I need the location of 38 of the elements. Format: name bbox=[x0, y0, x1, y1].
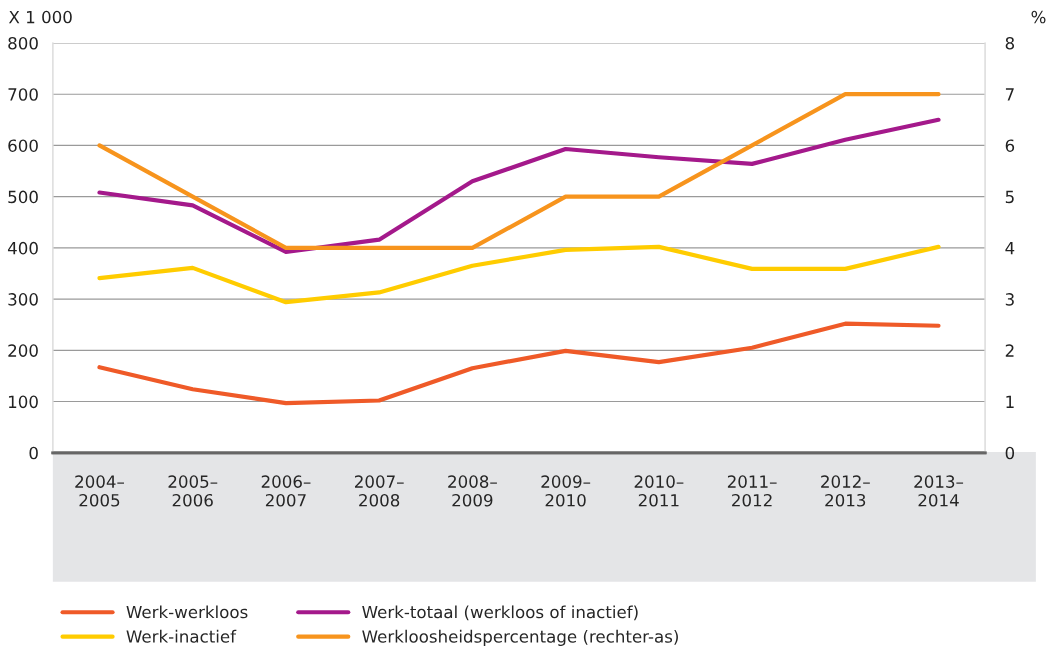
y-tick-label: 500 bbox=[8, 190, 38, 204]
y-tick-label: 600 bbox=[8, 139, 38, 152]
y-tick-label: 300 bbox=[8, 293, 38, 306]
x-tick-label: 2013– 2014 bbox=[914, 475, 964, 507]
legend-label: Werkloosheidspercentage (rechter-as) bbox=[362, 629, 678, 646]
y2-tick-label: 5 bbox=[1005, 190, 1014, 204]
y-tick-label: 100 bbox=[8, 395, 38, 409]
y-axis-title: X 1 000 bbox=[8, 10, 72, 24]
x-tick-label: 2007– 2008 bbox=[354, 475, 404, 507]
y2-tick-label: 8 bbox=[1005, 36, 1015, 50]
x-tick-label: 2012– 2013 bbox=[821, 475, 870, 507]
y-tick-label: 200 bbox=[8, 344, 38, 357]
x-tick-label: 2005– 2006 bbox=[168, 475, 218, 507]
line-series bbox=[97, 117, 941, 255]
x-tick-label: 2010– 2011 bbox=[634, 475, 684, 507]
y-tick-label: 400 bbox=[7, 241, 38, 255]
y2-tick-label: 3 bbox=[1005, 293, 1014, 306]
line-series bbox=[97, 92, 941, 250]
y2-tick-label: 2 bbox=[1005, 344, 1014, 357]
y2-tick-label: 4 bbox=[1005, 242, 1015, 255]
x-tick-label: 2006– 2007 bbox=[261, 475, 311, 507]
y2-tick-label: 1 bbox=[1006, 395, 1014, 408]
y2-tick-label: 7 bbox=[1005, 88, 1014, 101]
x-tick-label: 2009– 2010 bbox=[541, 475, 591, 507]
y2-tick-label: 0 bbox=[1005, 446, 1015, 460]
x-tick-label: 2004– 2005 bbox=[75, 475, 125, 507]
x-tick-label: 2011– 2012 bbox=[727, 475, 777, 507]
y-tick-label: 800 bbox=[8, 36, 38, 50]
y-tick-label: 700 bbox=[8, 88, 38, 101]
y2-tick-label: 6 bbox=[1005, 139, 1015, 152]
legend-label: Werk-inactief bbox=[126, 629, 237, 643]
legend-label: Werk-totaal (werkloos of inactief) bbox=[362, 605, 638, 621]
y-tick-label: 0 bbox=[29, 446, 38, 460]
line-series bbox=[97, 244, 941, 305]
legend-label: Werk-werkloos bbox=[126, 605, 248, 619]
line-series bbox=[97, 321, 941, 406]
y2-axis-title: % bbox=[1031, 10, 1046, 24]
x-tick-label: 2008– 2009 bbox=[448, 475, 497, 507]
